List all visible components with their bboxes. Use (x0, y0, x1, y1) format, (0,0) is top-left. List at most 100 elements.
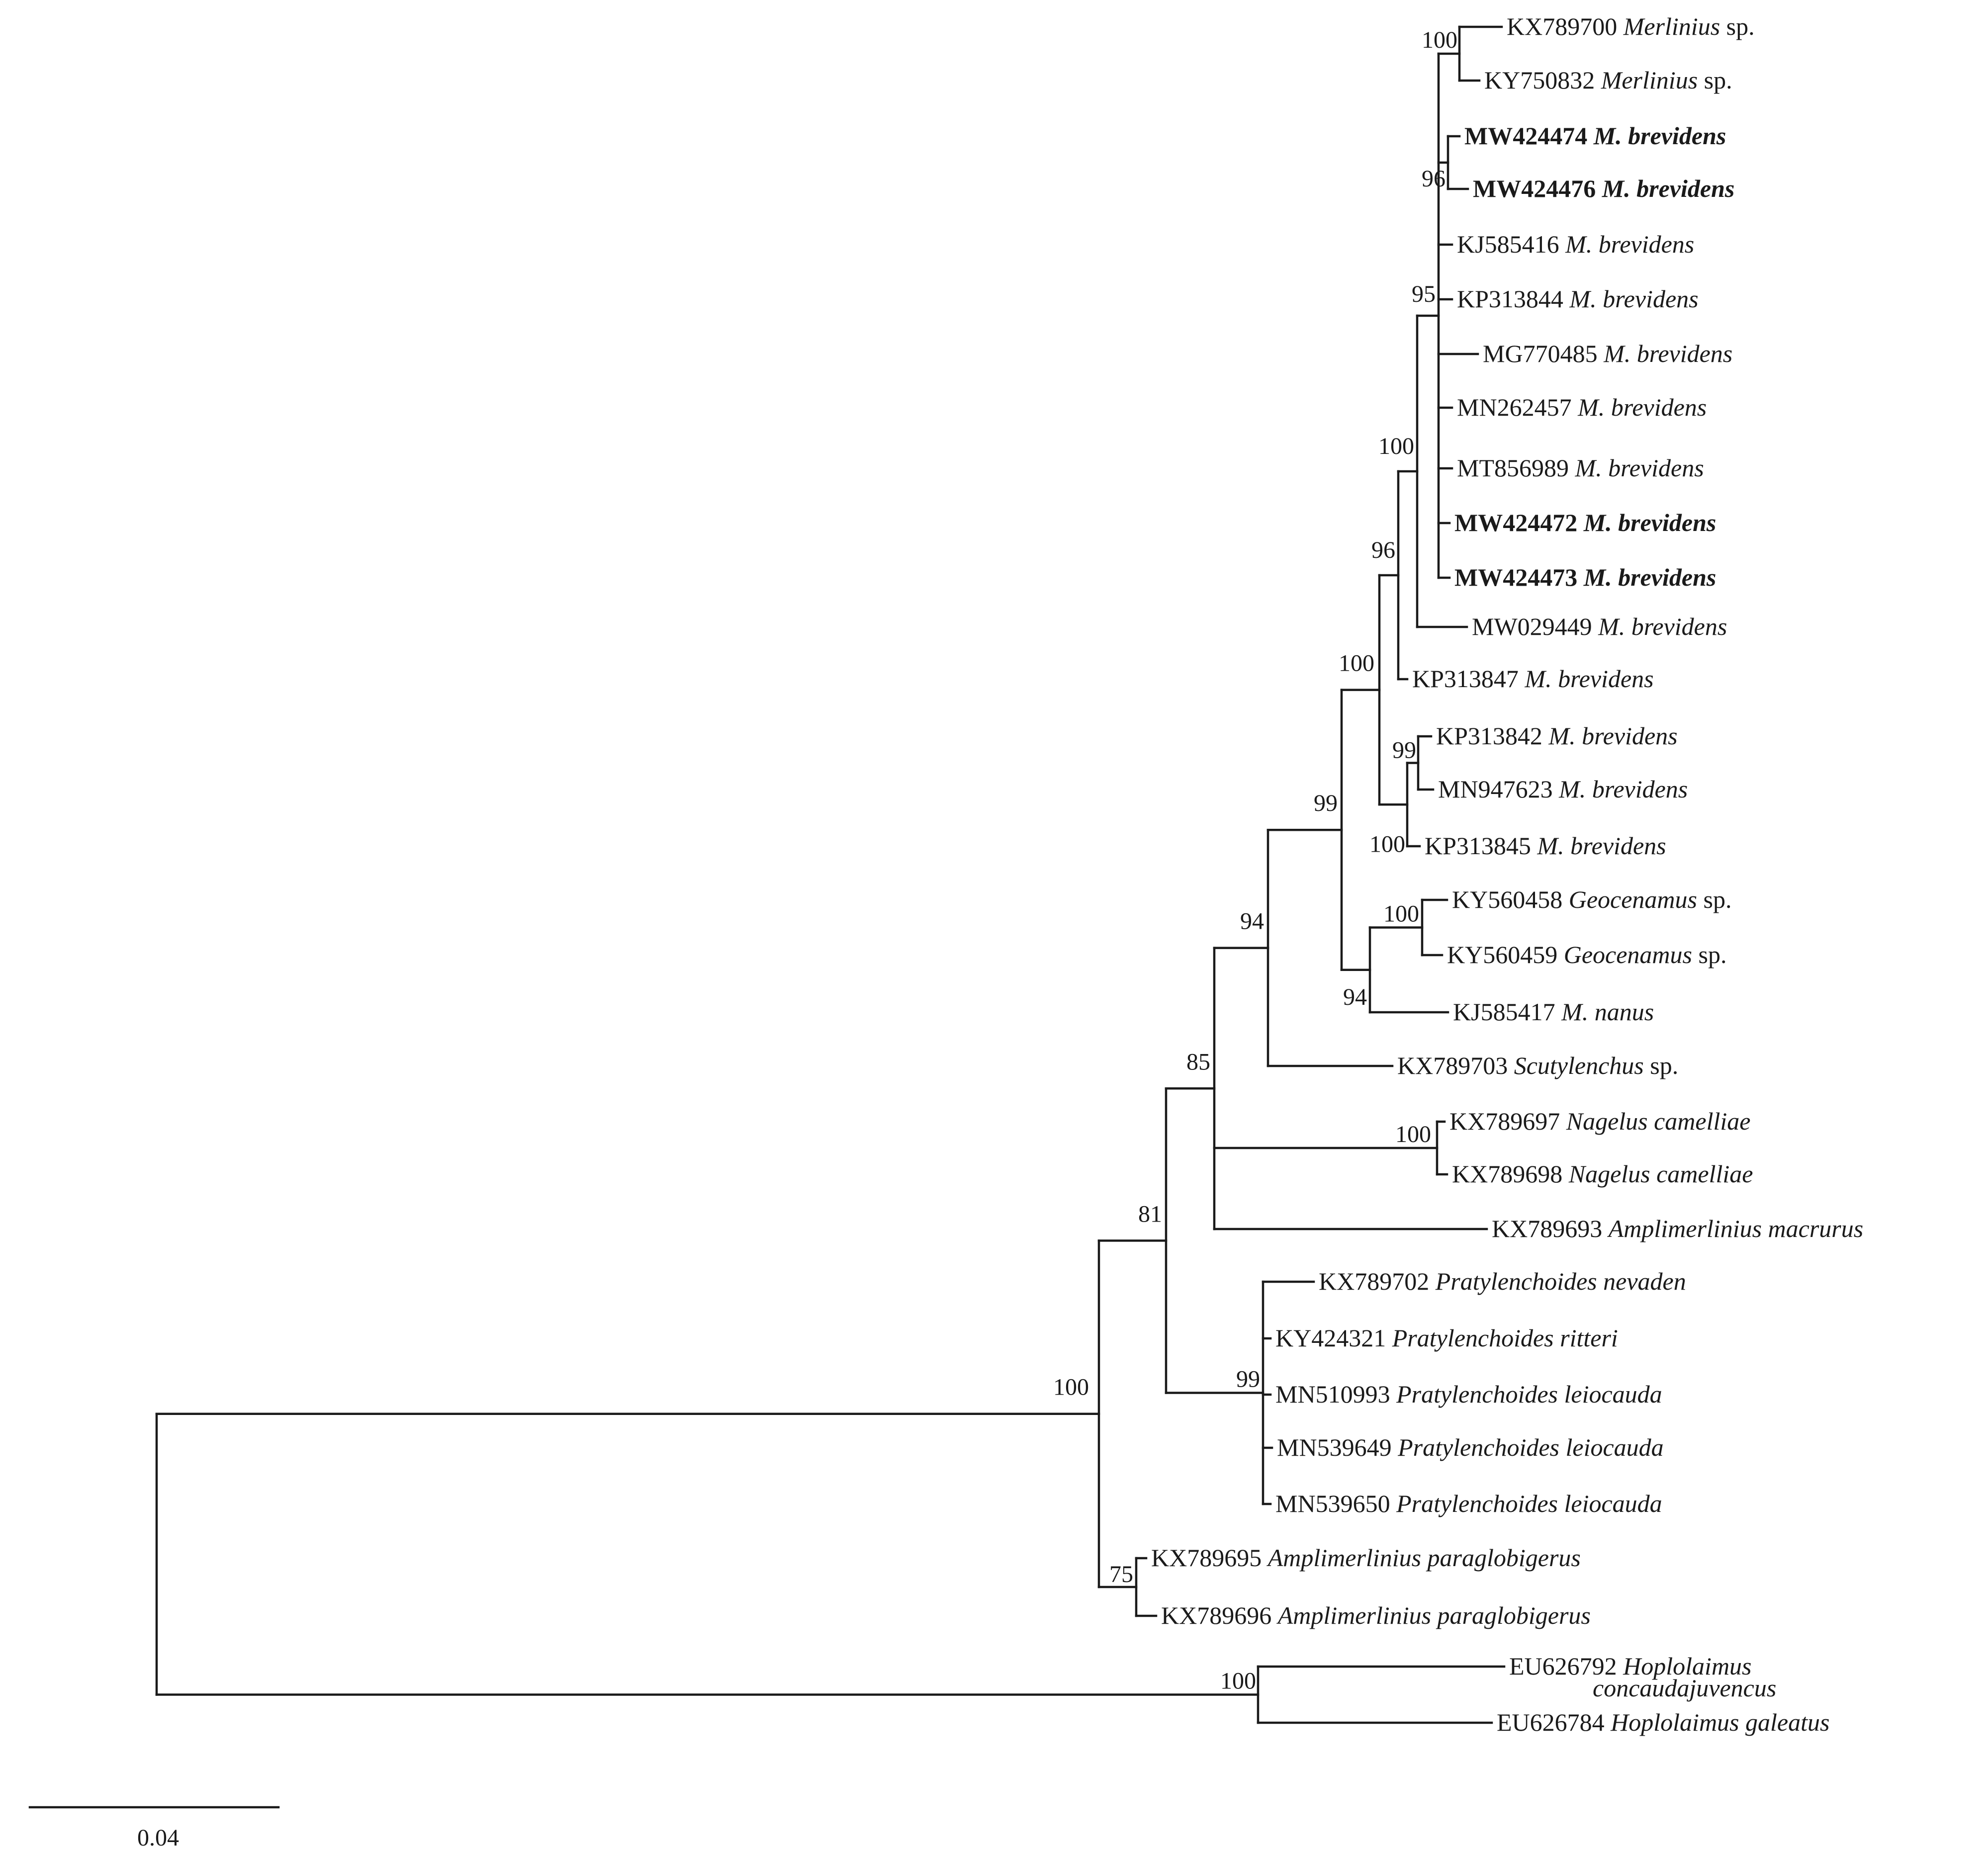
tip-species: Pratylenchoides leiocauda (1397, 1433, 1664, 1461)
tip-label: EU626784 Hoplolaimus galeatus (1497, 1708, 1829, 1736)
tip-accession: KP313845 (1425, 832, 1537, 860)
tip-label: KY424321 Pratylenchoides ritteri (1275, 1324, 1618, 1352)
tip-species: Nagelus camelliae (1568, 1160, 1753, 1188)
tip-species: M. brevidens (1598, 613, 1727, 640)
tip-species: Nagelus camelliae (1566, 1107, 1751, 1135)
tip-species: Geocenamus (1569, 885, 1697, 913)
tip-species: M. brevidens (1524, 665, 1653, 693)
tip-label: KX789693 Amplimerlinius macrurus (1492, 1215, 1863, 1242)
tip-species: Merlinius (1601, 66, 1698, 94)
tip-accession: MW029449 (1472, 613, 1598, 640)
tip-accession: EU626784 (1497, 1708, 1611, 1736)
support-value: 81 (1138, 1201, 1162, 1227)
tip-species-suffix: sp. (1698, 66, 1732, 94)
tip-label: MW029449 M. brevidens (1472, 613, 1727, 640)
support-value: 100 (1378, 433, 1414, 459)
tip-label: MW424472 M. brevidens (1454, 509, 1716, 536)
tip-label: KX789696 Amplimerlinius paraglobigerus (1161, 1601, 1591, 1629)
tip-label: KY560459 Geocenamus sp. (1447, 941, 1726, 969)
support-value: 100 (1369, 831, 1405, 857)
tip-species: M. brevidens (1558, 775, 1688, 803)
tip-species: Scutylenchus (1514, 1052, 1644, 1079)
tip-species: M. nanus (1561, 998, 1654, 1026)
tip-accession: KX789697 (1449, 1107, 1566, 1135)
tip-label: KP313847 M. brevidens (1412, 665, 1654, 693)
tip-species: M. brevidens (1583, 563, 1717, 591)
tip-accession: MN539650 (1275, 1490, 1396, 1517)
tip-species: M. brevidens (1569, 285, 1698, 313)
tip-species-suffix: sp. (1644, 1052, 1678, 1079)
support-value: 75 (1109, 1561, 1133, 1587)
support-value: 94 (1240, 908, 1264, 935)
support-value: 100 (1220, 1668, 1256, 1694)
tip-accession: MN539649 (1277, 1433, 1398, 1461)
tip-accession: KY560458 (1452, 885, 1569, 913)
tip-species: Merlinius (1623, 12, 1720, 40)
support-value: 100 (1422, 27, 1457, 53)
tip-species: M. brevidens (1565, 230, 1694, 258)
tip-accession: KX789702 (1319, 1267, 1436, 1295)
support-value: 100 (1339, 650, 1374, 677)
tip-accession: KY750832 (1484, 66, 1601, 94)
support-value: 99 (1236, 1366, 1260, 1393)
tree-branches (155, 25, 1506, 1724)
scale-bar: 0.04 (28, 1806, 280, 1851)
support-value: 95 (1412, 281, 1436, 307)
tip-species-suffix: sp. (1697, 885, 1731, 913)
tip-species: Pratylenchoides nevaden (1435, 1267, 1686, 1295)
tip-labels: KX789700 Merlinius sp.KY750832 Merlinius… (1151, 12, 1863, 1736)
tip-accession: KP313842 (1436, 722, 1548, 750)
tip-species: M. brevidens (1593, 122, 1726, 150)
tip-label: MW424476 M. brevidens (1473, 175, 1734, 202)
scale-bar-label: 0.04 (137, 1825, 179, 1851)
tip-label: KY750832 Merlinius sp. (1484, 66, 1732, 94)
tip-species: M. brevidens (1602, 175, 1735, 202)
tip-label: MN947623 M. brevidens (1438, 775, 1688, 803)
tip-accession: MW424472 (1454, 509, 1584, 536)
tip-species-line2: concaudajuvencus (1593, 1674, 1776, 1702)
tip-label: KP313844 M. brevidens (1457, 285, 1699, 313)
tip-label: KJ585416 M. brevidens (1457, 230, 1694, 258)
tip-accession: MG770485 (1483, 340, 1604, 367)
tip-species: M. brevidens (1536, 832, 1666, 860)
tip-accession: KX789698 (1452, 1160, 1569, 1188)
tip-species-suffix: sp. (1692, 941, 1726, 969)
tip-label: MG770485 M. brevidens (1483, 340, 1732, 367)
tip-species: Amplimerlinius macrurus (1607, 1215, 1864, 1242)
tip-accession: MN262457 (1457, 393, 1578, 421)
tip-species: Amplimerlinius paraglobigerus (1276, 1601, 1591, 1629)
support-value: 96 (1422, 166, 1446, 192)
tip-accession: KX789700 (1507, 12, 1624, 40)
tip-accession: KY560459 (1447, 941, 1564, 969)
tip-accession: MN510993 (1275, 1380, 1396, 1408)
tip-label: KX789703 Scutylenchus sp. (1397, 1052, 1678, 1079)
tip-species: M. brevidens (1603, 340, 1732, 367)
tip-label: EU626792 Hoplolaimus (1509, 1652, 1752, 1680)
tip-species: Pratylenchoides leiocauda (1396, 1380, 1662, 1408)
support-values: 100 96 95 100 96 99 100 100 100 94 99 94 100 85 99 81 75… (1053, 27, 1457, 1694)
tip-species: Amplimerlinius paraglobigerus (1266, 1544, 1581, 1572)
tip-accession: KX789703 (1397, 1052, 1514, 1079)
tip-accession: MN947623 (1438, 775, 1559, 803)
tip-accession: KX789693 (1492, 1215, 1609, 1242)
tip-species: Geocenamus (1564, 941, 1692, 969)
tip-species: Pratylenchoides ritteri (1392, 1324, 1618, 1352)
support-value: 94 (1343, 984, 1367, 1010)
tip-accession: KX789696 (1161, 1601, 1278, 1629)
tip-accession: KJ585416 (1457, 230, 1565, 258)
tip-accession: KP313844 (1457, 285, 1569, 313)
tip-accession: KJ585417 (1453, 998, 1561, 1026)
tip-accession: MW424474 (1464, 122, 1594, 150)
tip-accession: KX789695 (1151, 1544, 1268, 1572)
tip-species: Hoplolaimus (1623, 1652, 1751, 1680)
tip-accession: KY424321 (1275, 1324, 1392, 1352)
tip-accession: MT856989 (1457, 454, 1575, 482)
tip-label: KX789702 Pratylenchoides nevaden (1319, 1267, 1686, 1295)
support-value: 100 (1383, 901, 1419, 927)
tip-accession: MW424476 (1473, 175, 1602, 202)
tip-accession: EU626792 (1509, 1652, 1623, 1680)
support-value: 99 (1392, 737, 1416, 764)
tip-species: M. brevidens (1583, 509, 1717, 536)
tip-label: KJ585417 M. nanus (1453, 998, 1654, 1026)
